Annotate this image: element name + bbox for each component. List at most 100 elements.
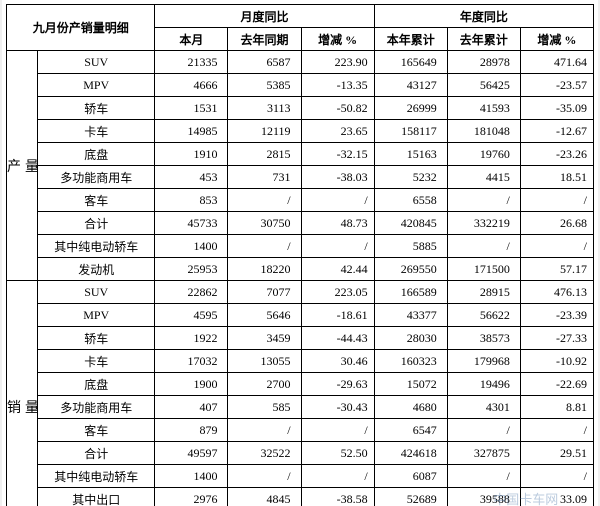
cell: 332219 [447,212,520,235]
cell: 1900 [155,373,228,396]
col-month-prev: 去年同期 [228,28,301,51]
table-row: 轿车19223459-44.432803038573-27.33 [7,327,594,350]
cell: 52689 [374,488,447,506]
cell: 2700 [228,373,301,396]
table-body: 产量SUV213356587223.9016564928978471.64MPV… [7,51,594,506]
cell: 17032 [155,350,228,373]
cell: 7077 [228,281,301,304]
cell: -32.15 [301,143,374,166]
row-name: SUV [38,281,155,304]
col-month-cur: 本月 [155,28,228,51]
cell: 853 [155,189,228,212]
table-row: 合计457333075048.7342084533221926.68 [7,212,594,235]
cell: 18220 [228,258,301,281]
cell: 12119 [228,120,301,143]
table-row: 多功能商用车453731-38.035232441518.51 [7,166,594,189]
cell: 21335 [155,51,228,74]
cell: 32522 [228,442,301,465]
cell: -50.82 [301,97,374,120]
cell: -23.26 [520,143,593,166]
cell: 38573 [447,327,520,350]
cell: -29.63 [301,373,374,396]
cell: 25953 [155,258,228,281]
table-header: 九月份产销量明细 月度同比 年度同比 本月 去年同期 增减 % 本年累计 去年累… [7,5,594,51]
row-name: 卡车 [38,350,155,373]
row-name: 其中纯电动轿车 [38,465,155,488]
cell: 1531 [155,97,228,120]
cell: 8.81 [520,396,593,419]
table-row: 其中出口29764845-38.58526893958833.09 [7,488,594,506]
cell: 166589 [374,281,447,304]
cell: 49597 [155,442,228,465]
col-year-chg: 增减 % [520,28,593,51]
table-row: 销量SUV228627077223.0516658928915476.13 [7,281,594,304]
cell: 1922 [155,327,228,350]
cell: 18.51 [520,166,593,189]
row-name: 其中纯电动轿车 [38,235,155,258]
table-row: 其中纯电动轿车1400//5885// [7,235,594,258]
cell: 28915 [447,281,520,304]
production-sales-table: 九月份产销量明细 月度同比 年度同比 本月 去年同期 增减 % 本年累计 去年累… [6,4,594,506]
cell: 5232 [374,166,447,189]
cell: 2976 [155,488,228,506]
cell: -18.61 [301,304,374,327]
table-row: 底盘19002700-29.631507219496-22.69 [7,373,594,396]
cell: 42.44 [301,258,374,281]
table-row: 客车853//6558// [7,189,594,212]
table-row: 轿车15313113-50.822699941593-35.09 [7,97,594,120]
cell: 56425 [447,74,520,97]
col-year-cur: 本年累计 [374,28,447,51]
cell: / [447,235,520,258]
cell: 3113 [228,97,301,120]
cell: 223.90 [301,51,374,74]
cell: -10.92 [520,350,593,373]
cell: 26999 [374,97,447,120]
cell: 181048 [447,120,520,143]
cell: 407 [155,396,228,419]
cell: / [520,419,593,442]
cell: 585 [228,396,301,419]
cell: 29.51 [520,442,593,465]
cell: 19760 [447,143,520,166]
row-name: 多功能商用车 [38,396,155,419]
cell: 731 [228,166,301,189]
col-month-chg: 增减 % [301,28,374,51]
row-name: 合计 [38,212,155,235]
cell: / [228,419,301,442]
cell: 471.64 [520,51,593,74]
cell: 14985 [155,120,228,143]
section-label: 产量 [7,51,38,281]
cell: 19496 [447,373,520,396]
cell: 39588 [447,488,520,506]
row-name: 合计 [38,442,155,465]
cell: 171500 [447,258,520,281]
cell: 420845 [374,212,447,235]
cell: 30.46 [301,350,374,373]
cell: 3459 [228,327,301,350]
cell: / [228,189,301,212]
cell: 28030 [374,327,447,350]
cell: 4301 [447,396,520,419]
table-row: 底盘19102815-32.151516319760-23.26 [7,143,594,166]
cell: -38.03 [301,166,374,189]
cell: 179968 [447,350,520,373]
table-container: 九月份产销量明细 月度同比 年度同比 本月 去年同期 增减 % 本年累计 去年累… [2,0,598,506]
cell: / [520,189,593,212]
cell: 5646 [228,304,301,327]
cell: 4666 [155,74,228,97]
cell: / [301,419,374,442]
row-name: 轿车 [38,327,155,350]
cell: 43377 [374,304,447,327]
cell: 5385 [228,74,301,97]
cell: -12.67 [520,120,593,143]
cell: 2815 [228,143,301,166]
table-row: 其中纯电动轿车1400//6087// [7,465,594,488]
row-name: 客车 [38,419,155,442]
cell: 1400 [155,465,228,488]
cell: 4845 [228,488,301,506]
cell: -13.35 [301,74,374,97]
table-row: 客车879//6547// [7,419,594,442]
cell: 879 [155,419,228,442]
cell: / [447,189,520,212]
cell: 1910 [155,143,228,166]
